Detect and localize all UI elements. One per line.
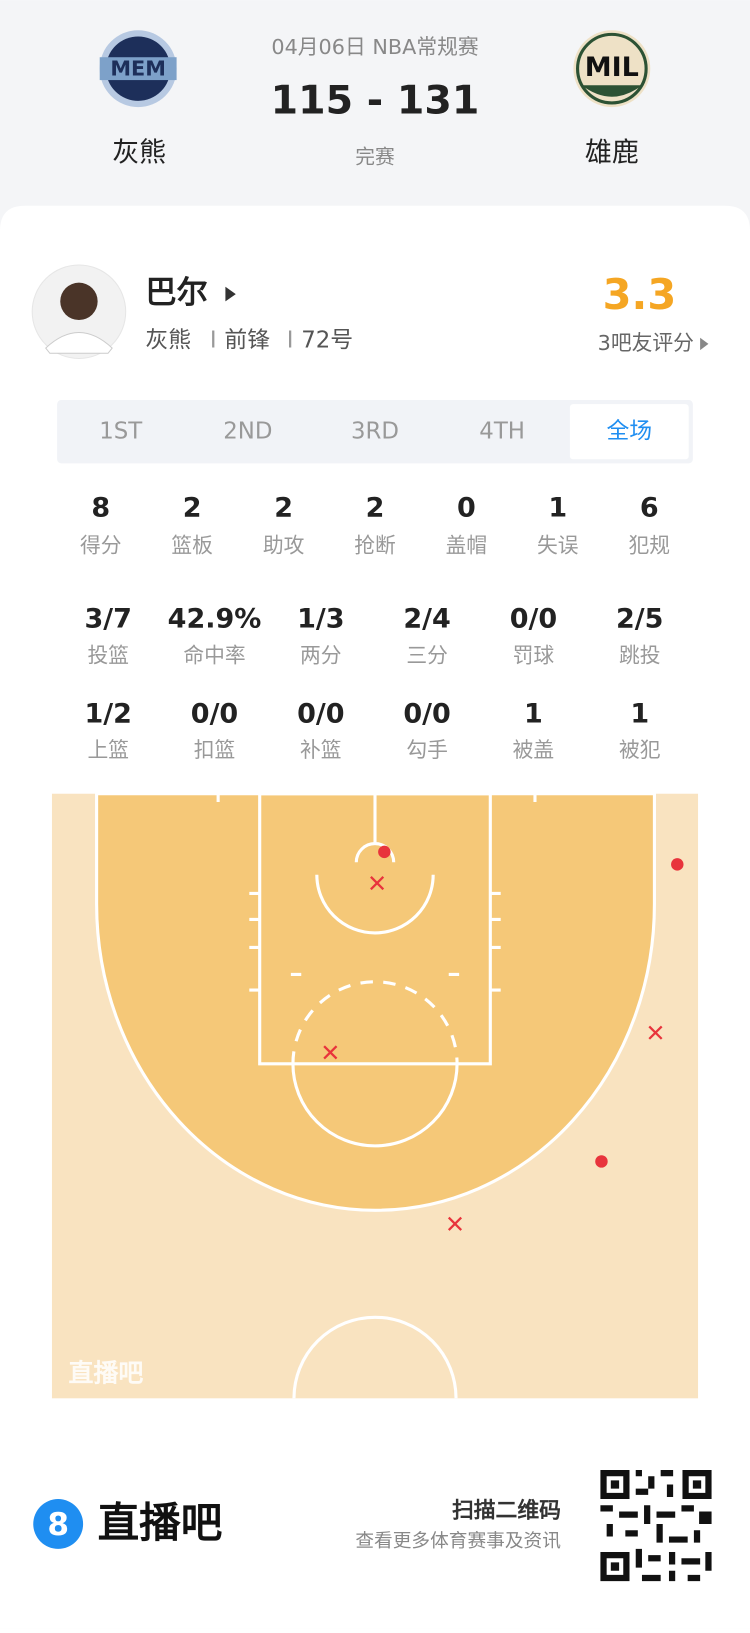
score: 115 - 131 (271, 77, 480, 123)
stat-value: 42.9% (168, 604, 262, 635)
shot-made (595, 1155, 608, 1168)
shot-chart (51, 792, 699, 1399)
scan: 扫描二维码 (452, 1498, 561, 1524)
shot-missed (370, 876, 385, 891)
stat-value: 2 (366, 493, 385, 524)
stat-label: 罚球 (513, 644, 555, 668)
stat-value: 0/0 (510, 604, 557, 635)
watermark: 直播吧 (69, 1358, 144, 1387)
arrow (700, 337, 709, 351)
stat-value: 2 (183, 493, 202, 524)
stat-value: 2 (274, 493, 293, 524)
player-number: 72号 (301, 327, 353, 353)
shot-missed (323, 1045, 338, 1060)
stat-value: 1 (524, 698, 543, 729)
separator: I (287, 327, 294, 353)
arrow (225, 286, 236, 302)
stat-value: 1 (548, 493, 567, 524)
tab[interactable]: 3RD (351, 419, 399, 445)
stat-label: 盖帽 (446, 533, 488, 557)
stat-label: 三分 (406, 644, 448, 668)
away-logo: MIL (573, 30, 651, 108)
stat-value: 0 (457, 493, 476, 524)
stat-label: 抢断 (354, 533, 396, 557)
tab[interactable]: 全场 (606, 419, 652, 445)
shots (323, 845, 684, 1231)
tab-bar (57, 400, 693, 464)
stat-label: 跳投 (619, 644, 661, 668)
stat-value: 6 (640, 493, 659, 524)
stat-label: 篮板 (171, 533, 213, 557)
player-position: 前锋 (224, 327, 270, 353)
logo-text: MIL (585, 52, 639, 83)
stat-label: 失误 (537, 533, 579, 557)
tab-active-bg (569, 404, 689, 460)
shot-missed (447, 1216, 463, 1231)
stat-value: 1/2 (84, 698, 131, 729)
home-logo: MEM (99, 30, 177, 108)
stat-value: 8 (91, 493, 110, 524)
rating: 3.3 (603, 270, 677, 319)
stat-value: 1/3 (297, 604, 344, 635)
shot-missed (648, 1025, 663, 1040)
tab[interactable]: 1ST (99, 419, 143, 445)
stat-label: 扣篮 (194, 738, 236, 762)
stat-label: 补篮 (300, 738, 342, 762)
logo-text: MEM (110, 57, 166, 81)
qr-code[interactable] (600, 1469, 712, 1582)
stat-value: 0/0 (297, 698, 344, 729)
tab[interactable]: 4TH (479, 419, 525, 445)
stat-label: 被盖 (513, 738, 555, 762)
stat-label: 勾手 (406, 738, 448, 762)
rating-label[interactable]: 3吧友评分 (598, 331, 694, 355)
stat-label: 命中率 (183, 644, 245, 668)
home-team: 灰熊 (112, 137, 166, 168)
stat-label: 犯规 (628, 533, 670, 557)
stat-value: 1 (630, 698, 649, 729)
stat-value: 3/7 (84, 604, 131, 635)
stat-value: 0/0 (191, 698, 238, 729)
brand: 直播吧 (98, 1498, 223, 1547)
stat-value: 0/0 (403, 698, 450, 729)
brand-logo-text: 8 (47, 1507, 69, 1543)
more: 查看更多体育赛事及资讯 (355, 1531, 561, 1552)
tab[interactable]: 2ND (223, 419, 272, 445)
separator: I (210, 327, 217, 353)
shot-made (671, 858, 684, 871)
shot-made (378, 845, 391, 859)
stat-label: 上篮 (87, 738, 129, 762)
stat-label: 被犯 (619, 738, 661, 762)
stat-label: 得分 (80, 533, 122, 557)
stat-label: 两分 (300, 644, 342, 668)
player-avatar (31, 264, 127, 359)
stat-label: 投篮 (87, 644, 129, 668)
date-league: 04月06日 NBA常规赛 (271, 35, 478, 59)
away-team: 雄鹿 (585, 137, 639, 168)
stat-value: 2/5 (616, 604, 663, 635)
player-team: 灰熊 (145, 327, 191, 353)
stat-label: 助攻 (263, 533, 305, 557)
status: 完赛 (355, 145, 395, 168)
stat-value: 2/4 (403, 604, 450, 635)
player-name[interactable]: 巴尔 (145, 275, 207, 311)
brand-logo (33, 1499, 84, 1549)
